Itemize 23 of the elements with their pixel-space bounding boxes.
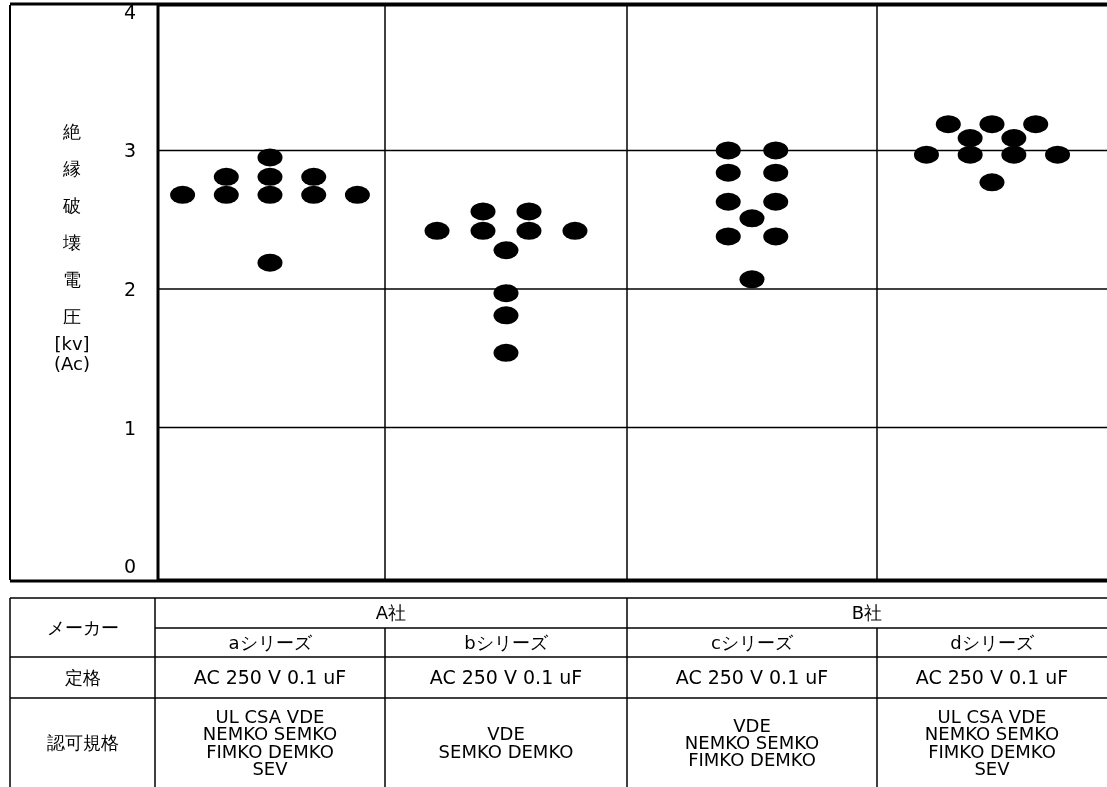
x-tick-label: bシリーズ: [464, 631, 549, 653]
text: メーカー: [46, 616, 119, 638]
text: VDE NEMKO SEMKO FIMKO DEMKO: [684, 714, 820, 771]
text: AC 250 V 0.1 uF: [429, 666, 583, 689]
x-tick-label: dシリーズ: [950, 631, 1035, 653]
y-tick-label: 4: [123, 0, 137, 23]
text: UL CSA VDE NEMKO SEMKO FIMKO DEMKO SEV: [924, 706, 1060, 779]
x-tick-label: cシリーズ: [711, 631, 794, 653]
y-tick-label: 2: [123, 278, 137, 301]
text: A社: [375, 602, 407, 624]
x-tick-label: aシリーズ: [228, 631, 313, 653]
text: B社: [851, 602, 883, 624]
y-tick-label: 1: [123, 416, 137, 439]
y-axis-title: 絶縁破壊電圧 [kv] (Ac): [54, 121, 90, 374]
text: AC 250 V 0.1 uF: [193, 666, 347, 689]
text: VDE SEMKO DEMKO: [438, 723, 574, 762]
text: UL CSA VDE NEMKO SEMKO FIMKO DEMKO SEV: [202, 706, 338, 779]
text: 定格: [64, 666, 101, 688]
text: 認可規格: [46, 731, 119, 753]
text: AC 250 V 0.1 uF: [915, 666, 1069, 689]
y-tick-label: 0: [123, 555, 137, 578]
text: AC 250 V 0.1 uF: [675, 666, 829, 689]
y-tick-label: 3: [123, 139, 137, 162]
